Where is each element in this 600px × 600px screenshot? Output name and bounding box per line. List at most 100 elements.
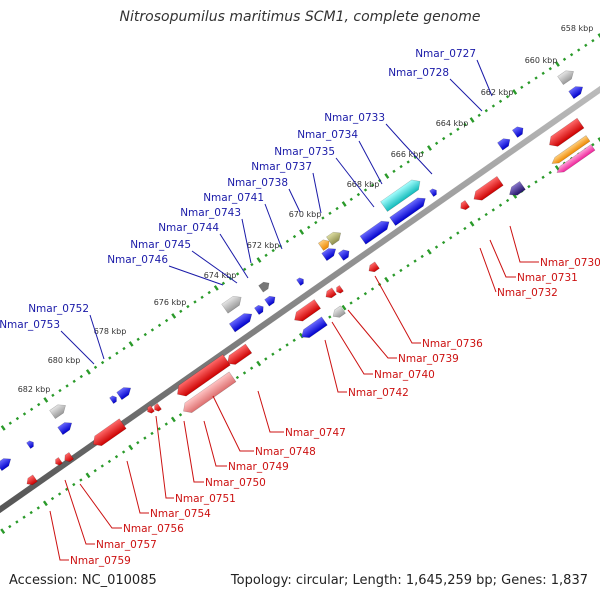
leader-line (288, 188, 301, 213)
gene-shape (557, 70, 574, 86)
tick-minor (456, 231, 460, 235)
tick-minor (8, 524, 12, 529)
gene-shape (147, 405, 155, 414)
tick-minor (541, 71, 545, 75)
forward-gene-label: Nmar_0746 (107, 254, 224, 286)
gene-shape (57, 422, 73, 436)
reverse-gene-label: Nmar_0759 (49, 510, 131, 567)
gene-shape (556, 144, 596, 173)
gene-label: Nmar_0754 (150, 508, 211, 520)
gene-shape (109, 395, 117, 404)
tick-minor (79, 478, 83, 482)
forward-gene (321, 248, 337, 262)
tick-major (170, 416, 176, 423)
tick-minor (164, 318, 169, 323)
tick-minor (420, 254, 424, 259)
leader-line (347, 309, 397, 359)
reverse-gene (92, 418, 127, 447)
gene-shape (551, 135, 591, 164)
gray-gene (49, 404, 66, 420)
tick-minor (157, 427, 161, 431)
tick-major (256, 257, 262, 263)
tick-minor (520, 85, 524, 89)
forward-gene-label: Nmar_0741 (203, 192, 283, 250)
gene-label: Nmar_0728 (388, 67, 449, 79)
tick-minor (449, 132, 453, 136)
gene-label: Nmar_0749 (228, 461, 289, 473)
tick-minor (541, 175, 545, 179)
tick-minor (477, 217, 481, 221)
reverse-gene-label: Nmar_0739 (347, 309, 459, 365)
tick-minor (406, 264, 410, 268)
tick-major (171, 313, 177, 319)
gene-shape (337, 249, 350, 261)
tick-minor (264, 357, 268, 361)
gene-shape (177, 354, 231, 397)
leader-line (219, 233, 249, 279)
tick-minor (463, 122, 467, 127)
forward-gene-labels: Nmar_0727 Nmar_0728 Nmar_0733 Nmar_0734 Nmar… (0, 48, 493, 365)
pink-gene (556, 144, 596, 173)
forward-gene (254, 304, 264, 315)
gene-shape (497, 138, 511, 151)
gene-label: Nmar_0746 (107, 254, 168, 266)
gene-label: Nmar_0752 (28, 303, 89, 315)
tick-minor (93, 469, 97, 473)
tick-minor (243, 267, 247, 271)
reverse-gene-label: Nmar_0749 (203, 420, 289, 473)
gene-label: Nmar_0733 (324, 112, 385, 124)
tick-minor (164, 422, 168, 426)
leader-line (476, 59, 493, 97)
leader-line (331, 321, 373, 375)
gene-label: Nmar_0734 (297, 129, 358, 141)
gene-label: Nmar_0742 (348, 387, 409, 399)
leader-line (64, 479, 95, 545)
gene-label: Nmar_0738 (227, 177, 288, 189)
tick-minor (406, 160, 410, 164)
tick-minor (314, 220, 318, 225)
gene-label: Nmar_0759 (70, 555, 131, 567)
leader-line (60, 330, 95, 365)
forward-gene-label: Nmar_0727 (415, 48, 493, 97)
cyan-gene (380, 179, 421, 212)
tick-minor (285, 239, 290, 243)
tick-minor (143, 436, 147, 440)
gene-shape (0, 458, 12, 472)
tick-minor (207, 290, 211, 295)
gene-label: Nmar_0757 (96, 539, 157, 551)
tick-major (469, 220, 475, 227)
forward-gene (26, 440, 34, 449)
forward-gene-label: Nmar_0743 (180, 207, 252, 264)
tick-minor (285, 343, 289, 347)
tick-minor (235, 272, 240, 276)
gene-label: Nmar_0753 (0, 319, 60, 331)
leader-line (257, 390, 284, 433)
blue-gene (301, 316, 328, 338)
leader-line (374, 275, 421, 344)
leader-line (212, 395, 254, 452)
tick-minor (29, 407, 34, 411)
reverse-gene (325, 287, 337, 299)
forward-gene-label: Nmar_0744 (158, 222, 249, 279)
reverse-gene-labels: Nmar_0730 Nmar_0731 Nmar_0732 Nmar_0736 Nmar… (49, 225, 600, 567)
tick-major (0, 528, 6, 535)
forward-gene (228, 313, 253, 333)
tick-minor (143, 332, 147, 337)
salmon-gene (183, 371, 237, 413)
forward-gene (389, 197, 426, 226)
tick-minor (441, 240, 446, 245)
tick-minor (107, 459, 112, 464)
tick-minor (271, 352, 275, 356)
tick-minor (250, 262, 254, 267)
tick-major (85, 472, 91, 479)
leader-line (509, 225, 539, 263)
reverse-gene-label: Nmar_0730 (509, 225, 600, 269)
leader-line (312, 172, 322, 214)
accession-text: Accession: NC_010085 (9, 573, 157, 588)
gene-shape (55, 457, 63, 466)
leader-line (358, 140, 383, 185)
orange-gene (317, 239, 330, 251)
gene-shape (473, 175, 504, 201)
reverse-gene-label: Nmar_0747 (257, 390, 346, 439)
olive-gene (326, 231, 342, 246)
